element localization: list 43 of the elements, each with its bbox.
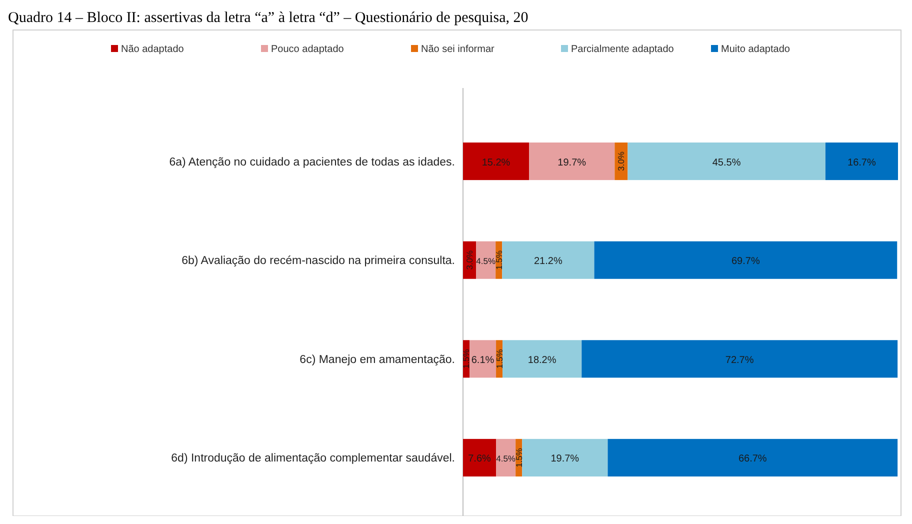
bar xyxy=(608,438,898,476)
bar xyxy=(582,340,898,378)
data-label: 6.1% xyxy=(471,354,494,366)
data-label: 16.7% xyxy=(848,157,876,168)
legend-label: Parcialmente adaptado xyxy=(571,44,674,55)
legend-label: Muito adaptado xyxy=(721,44,790,55)
data-label: 4.5% xyxy=(496,454,516,464)
legend-label: Não adaptado xyxy=(121,44,184,55)
bar xyxy=(502,241,594,279)
bar xyxy=(594,241,898,279)
legend-label: Pouco adaptado xyxy=(271,44,344,55)
data-label: 4.5% xyxy=(476,256,496,266)
bar xyxy=(529,142,615,180)
data-label: 1.5% xyxy=(494,348,504,369)
y-tick-label: 6c) Manejo em amamentação. xyxy=(300,354,455,366)
data-label: 45.5% xyxy=(712,157,741,168)
bar xyxy=(628,142,826,180)
legend-label: Não sei informar xyxy=(421,44,496,55)
data-label: 7.6% xyxy=(468,454,492,465)
data-label: 66.7% xyxy=(738,454,767,465)
data-label: 72.7% xyxy=(725,354,754,366)
data-label: 3.0% xyxy=(616,151,626,171)
data-label: 18.2% xyxy=(528,354,556,366)
data-label: 3.0% xyxy=(464,250,475,270)
bar xyxy=(496,438,516,476)
data-label: 15.2% xyxy=(482,157,510,168)
data-label: 21.2% xyxy=(534,256,562,268)
data-label: 69.7% xyxy=(732,256,760,268)
bar xyxy=(522,438,608,476)
bar xyxy=(463,438,496,476)
data-label: 19.7% xyxy=(550,454,580,465)
bar xyxy=(476,241,496,279)
data-label: 1.5% xyxy=(461,348,472,369)
y-tick-label: 6d) Introdução de alimentação complementar saudável. xyxy=(171,452,455,465)
y-tick-label: 6b) Avaliação do recém-nascido na primeira consulta. xyxy=(182,255,455,268)
bar xyxy=(502,340,582,378)
y-tick-label: 6a) Atenção no cuidado a pacientes de todas as idades. xyxy=(169,156,455,168)
text: Quadro 14 – Bloco II: assertivas da letra “a” à letra “d” – Questionário de pesquisa, 20 xyxy=(8,10,528,26)
bar xyxy=(470,340,496,378)
data-label: 19.7% xyxy=(558,157,586,168)
bar xyxy=(463,142,530,180)
bar xyxy=(825,142,898,180)
data-label: 1.5% xyxy=(514,448,524,468)
